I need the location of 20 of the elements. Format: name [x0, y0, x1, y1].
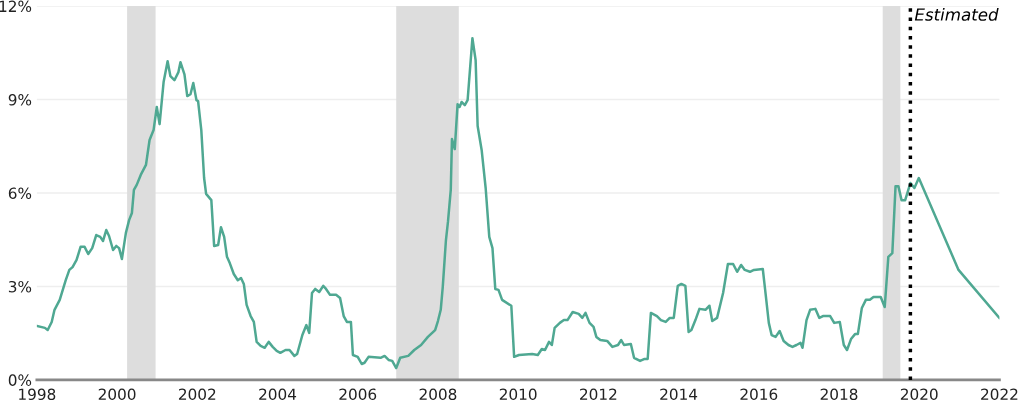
x-tick-label: 2012: [580, 388, 617, 401]
x-tick-label: 2014: [660, 388, 698, 401]
x-tick-label: 1998: [19, 388, 56, 401]
x-tick-label: 2004: [259, 388, 297, 401]
y-tick-label: 9%: [8, 93, 32, 106]
x-tick-label: 2022: [981, 388, 1018, 401]
x-tick-label: 2008: [419, 388, 457, 401]
x-tick-label: 2020: [900, 388, 938, 401]
line-series: [36, 36, 1000, 370]
y-tick-label: 3%: [8, 280, 32, 293]
x-tick-label: 2000: [98, 388, 136, 401]
ref-line-label: Estimated: [914, 7, 999, 21]
x-tick-label: 2018: [820, 388, 858, 401]
x-tick-label: 2002: [178, 388, 216, 401]
x-tick-label: 2006: [339, 388, 377, 401]
y-tick-label: 0%: [8, 374, 32, 386]
y-tick-label: 12%: [0, 0, 32, 13]
y-tick-label: 6%: [8, 187, 32, 199]
x-tick-label: 2010: [499, 388, 537, 401]
x-tick-label: 2016: [740, 388, 778, 401]
